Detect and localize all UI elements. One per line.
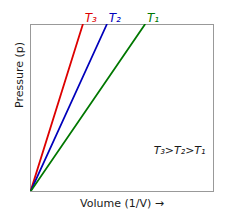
svg-text:T₃: T₃: [85, 11, 97, 25]
svg-text:T₂: T₂: [109, 11, 121, 25]
svg-text:Pressure (p): Pressure (p): [13, 42, 26, 108]
svg-text:T₃>T₂>T₁: T₃>T₂>T₁: [154, 144, 206, 157]
svg-text:T₁: T₁: [147, 11, 159, 25]
svg-text:Volume (1/V) →: Volume (1/V) →: [80, 197, 164, 210]
